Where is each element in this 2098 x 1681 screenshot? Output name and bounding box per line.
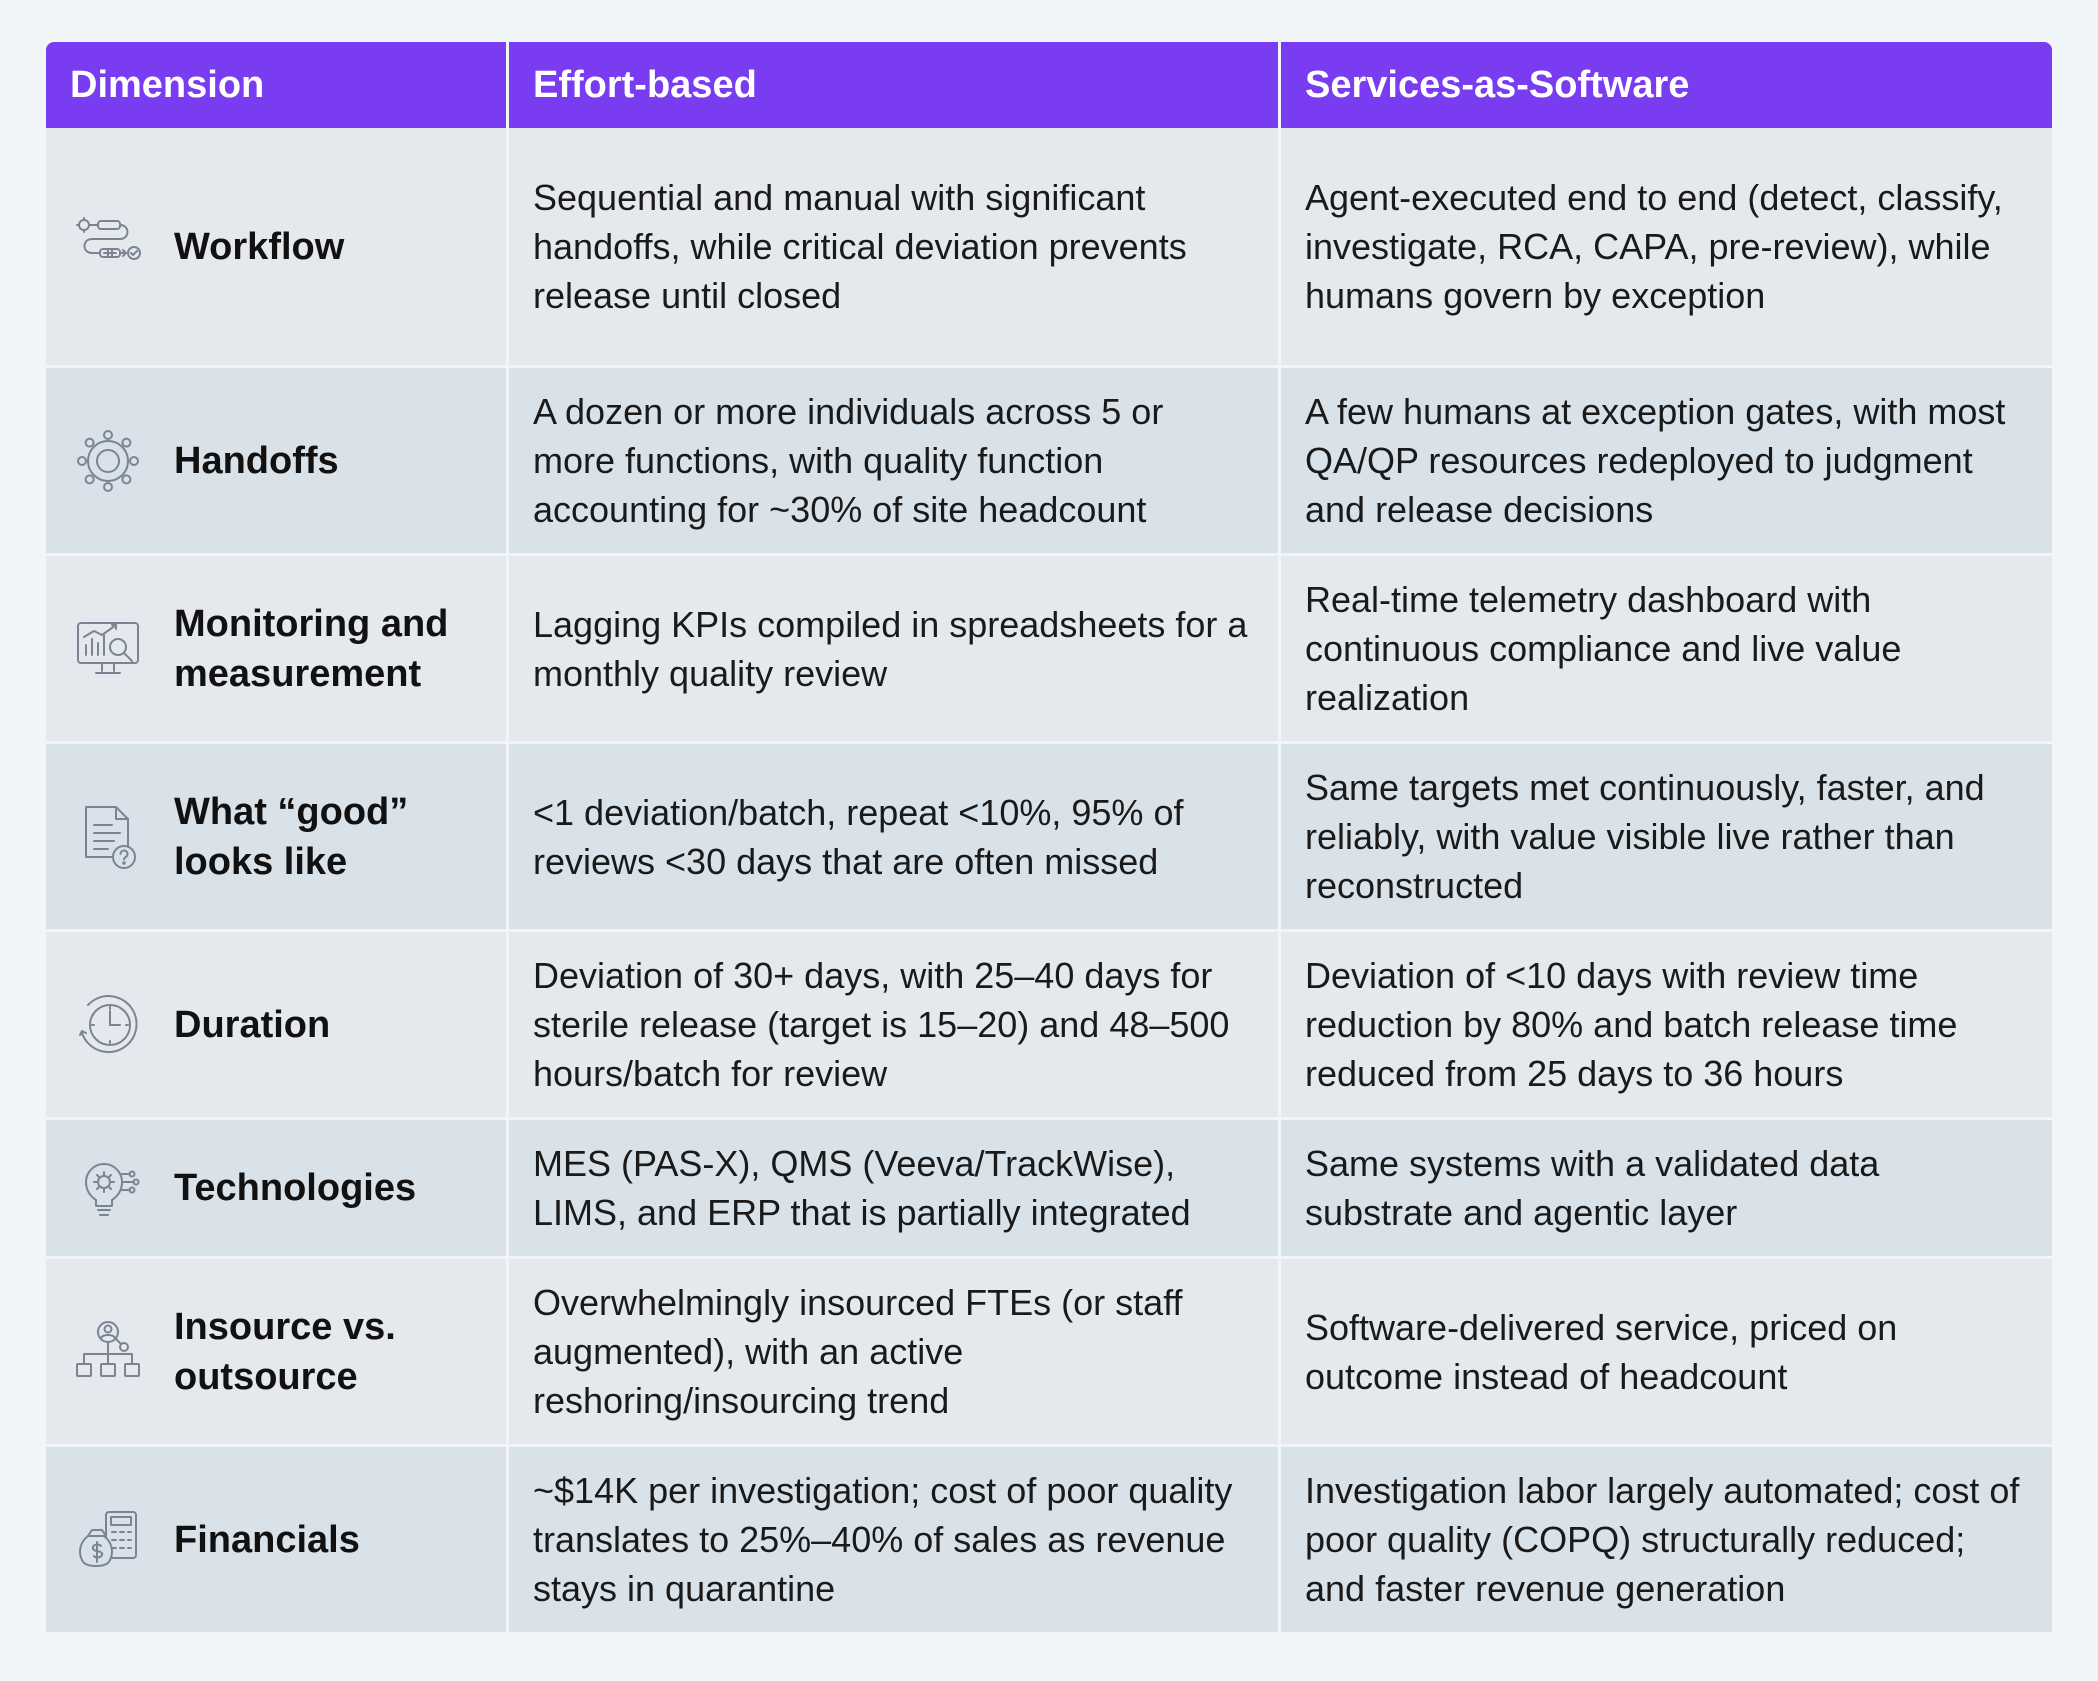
effort-based-cell: MES (PAS-X), QMS (Veeva/TrackWise), LIMS… — [509, 1120, 1281, 1259]
org-chart-icon — [70, 1314, 146, 1390]
dimension-cell: Financials — [46, 1447, 509, 1635]
document-question-icon — [70, 799, 146, 875]
dimension-cell: Duration — [46, 932, 509, 1120]
services-as-software-cell: Same systems with a validated data subst… — [1281, 1120, 2052, 1259]
effort-based-cell: Overwhelmingly insourced FTEs (or staff … — [509, 1259, 1281, 1447]
clock-icon — [70, 987, 146, 1063]
dimension-cell: Technologies — [46, 1120, 509, 1259]
dimension-cell: Monitoring and measurement — [46, 556, 509, 744]
comparison-table-container: Dimension Effort-based Services-as-Softw… — [46, 42, 2052, 1635]
dimension-label: What “good” looks like — [174, 790, 409, 883]
effort-based-cell: Lagging KPIs compiled in spreadsheets fo… — [509, 556, 1281, 744]
dimension-cell: What “good” looks like — [46, 744, 509, 932]
table-row: What “good” looks like <1 deviation/batc… — [46, 744, 2052, 932]
monitoring-icon — [70, 611, 146, 687]
table-row: Handoffs A dozen or more individuals acr… — [46, 368, 2052, 556]
services-as-software-cell: Same targets met continuously, faster, a… — [1281, 744, 2052, 932]
effort-based-cell: <1 deviation/batch, repeat <10%, 95% of … — [509, 744, 1281, 932]
services-as-software-cell: Deviation of <10 days with review time r… — [1281, 932, 2052, 1120]
effort-based-cell: A dozen or more individuals across 5 or … — [509, 368, 1281, 556]
lightbulb-gear-icon — [70, 1150, 146, 1226]
dimension-label: Technologies — [174, 1167, 417, 1209]
comparison-table: Dimension Effort-based Services-as-Softw… — [46, 42, 2052, 1635]
dimension-label: Workflow — [174, 225, 345, 268]
services-as-software-cell: Software-delivered service, priced on ou… — [1281, 1259, 2052, 1447]
money-calculator-icon — [70, 1502, 146, 1578]
services-as-software-cell: Agent-executed end to end (detect, class… — [1281, 128, 2052, 368]
dimension-cell: Workflow — [46, 128, 509, 368]
effort-based-cell: Deviation of 30+ days, with 25–40 days f… — [509, 932, 1281, 1120]
services-as-software-cell: A few humans at exception gates, with mo… — [1281, 368, 2052, 556]
handoffs-icon — [70, 423, 146, 499]
workflow-icon — [70, 209, 146, 285]
table-header-row: Dimension Effort-based Services-as-Softw… — [46, 42, 2052, 128]
dimension-cell: Handoffs — [46, 368, 509, 556]
dimension-label: Insource vs. outsource — [174, 1305, 396, 1398]
effort-based-cell: Sequential and manual with significant h… — [509, 128, 1281, 368]
dimension-label: Monitoring and measurement — [174, 602, 449, 695]
table-row: Insource vs. outsource Overwhelmingly in… — [46, 1259, 2052, 1447]
effort-based-cell: ~$14K per investigation; cost of poor qu… — [509, 1447, 1281, 1635]
dimension-label: Duration — [174, 1003, 331, 1046]
table-row: Monitoring and measurement Lagging KPIs … — [46, 556, 2052, 744]
table-row: Workflow Sequential and manual with sign… — [46, 128, 2052, 368]
table-row: Duration Deviation of 30+ days, with 25–… — [46, 932, 2052, 1120]
header-services-as-software: Services-as-Software — [1281, 42, 2052, 128]
header-effort-based: Effort-based — [509, 42, 1281, 128]
header-dimension: Dimension — [46, 42, 509, 128]
dimension-label: Handoffs — [174, 439, 339, 482]
services-as-software-cell: Real-time telemetry dashboard with conti… — [1281, 556, 2052, 744]
dimension-cell: Insource vs. outsource — [46, 1259, 509, 1447]
services-as-software-cell: Investigation labor largely automated; c… — [1281, 1447, 2052, 1635]
table-row: Financials ~$14K per investigation; cost… — [46, 1447, 2052, 1635]
table-row: Technologies MES (PAS-X), QMS (Veeva/Tra… — [46, 1120, 2052, 1259]
dimension-label: Financials — [174, 1518, 360, 1561]
